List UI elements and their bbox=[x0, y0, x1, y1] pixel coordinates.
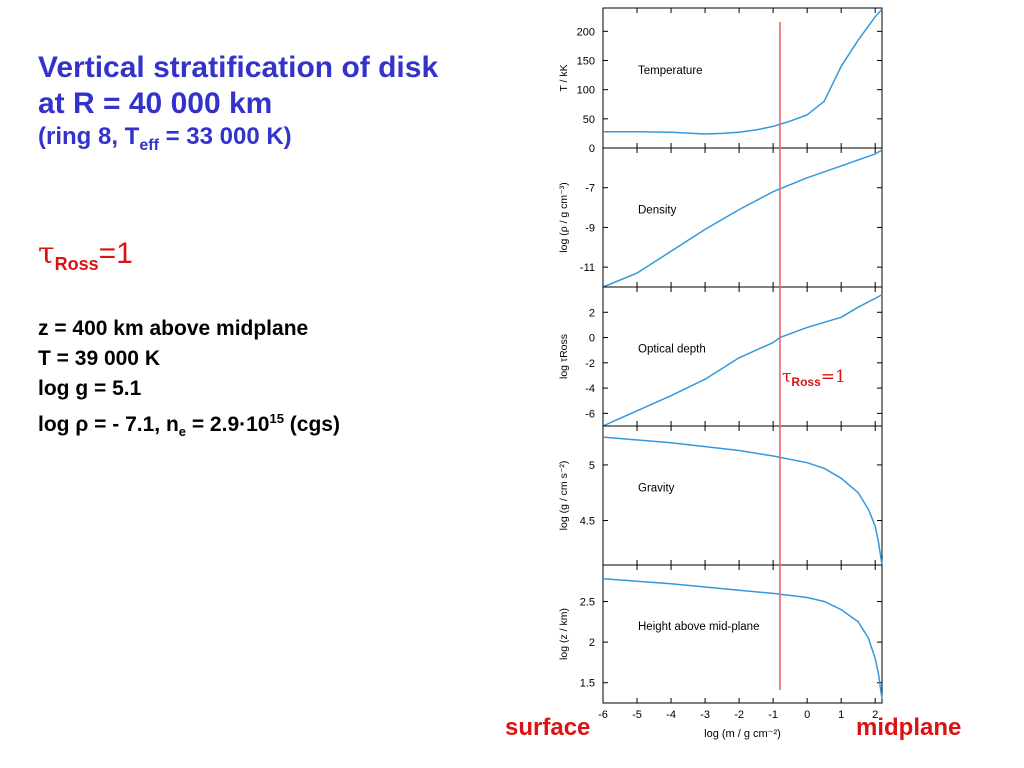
y-tick-label-gravity: 5 bbox=[589, 460, 595, 472]
param-logrho-mid: = 2.9·10 bbox=[186, 413, 270, 436]
slide-title: Vertical stratification of disk at R = 4… bbox=[38, 50, 438, 161]
series-line-gravity bbox=[602, 436, 883, 566]
panel-label-height-above-mid-plane: Height above mid-plane bbox=[638, 621, 759, 633]
y-tick-label-optical-depth: 0 bbox=[589, 333, 595, 345]
panel-label-gravity: Gravity bbox=[638, 483, 675, 495]
x-tick-label: 1 bbox=[838, 709, 844, 721]
panel-label-density: Density bbox=[638, 205, 677, 217]
y-tick-label-height-above-mid-plane: 1.5 bbox=[580, 678, 595, 690]
surface-label: surface bbox=[505, 714, 591, 741]
title-line-3-pre: (ring 8, T bbox=[38, 123, 140, 150]
tau-ross-marker-label: τRoss=1 bbox=[782, 367, 846, 389]
title-line-3-sub: eff bbox=[139, 136, 159, 154]
param-logrho-sup: 15 bbox=[269, 411, 284, 426]
panel-frame-gravity bbox=[602, 425, 883, 566]
tau-ross-heading: τRoss=1 bbox=[38, 236, 133, 275]
param-logrho-pre: log ρ = - 7.1, n bbox=[38, 413, 179, 436]
y-tick-label-temperature: 150 bbox=[577, 56, 595, 68]
y-tick-label-height-above-mid-plane: 2.5 bbox=[580, 597, 595, 609]
tau-value: =1 bbox=[98, 237, 133, 270]
y-axis-label-gravity: log (g / cm s⁻²) bbox=[558, 461, 570, 531]
y-tick-label-gravity: 4.5 bbox=[580, 516, 595, 528]
y-tick-label-optical-depth: -4 bbox=[585, 383, 595, 395]
x-tick-label: -3 bbox=[700, 709, 710, 721]
y-tick-label-density: -9 bbox=[585, 222, 595, 234]
param-logrho-post: (cgs) bbox=[283, 413, 340, 436]
title-line-3: (ring 8, Teff = 33 000 K) bbox=[38, 122, 438, 161]
y-tick-label-density: -7 bbox=[585, 183, 595, 195]
y-tick-label-temperature: 0 bbox=[589, 143, 595, 155]
param-logrho: log ρ = - 7.1, ne = 2.9·1015 (cgs) bbox=[38, 404, 340, 447]
tau-symbol: τ bbox=[38, 236, 55, 271]
x-tick-label: 0 bbox=[804, 709, 810, 721]
y-axis-label-height-above-mid-plane: log (z / km) bbox=[558, 608, 570, 660]
x-tick-label: -5 bbox=[632, 709, 642, 721]
x-tick-label: 2 bbox=[872, 709, 878, 721]
midplane-label: midplane bbox=[856, 714, 962, 741]
x-tick-label: -2 bbox=[734, 709, 744, 721]
y-tick-label-density: -11 bbox=[580, 262, 595, 274]
x-tick-label: -1 bbox=[768, 709, 778, 721]
title-line-1: Vertical stratification of disk bbox=[38, 51, 439, 84]
title-line-2: at R = 40 000 km bbox=[38, 87, 273, 120]
panel-frame-temperature bbox=[602, 7, 883, 149]
parameter-list: z = 400 km above midplane T = 39 000 K l… bbox=[38, 314, 340, 447]
series-line-height-above-mid-plane bbox=[602, 578, 883, 700]
y-axis-label-temperature: T / kK bbox=[558, 64, 570, 91]
y-tick-label-temperature: 200 bbox=[577, 26, 595, 38]
y-tick-label-temperature: 100 bbox=[577, 85, 595, 97]
y-tick-label-temperature: 50 bbox=[583, 114, 595, 126]
panel-label-temperature: Temperature bbox=[638, 65, 703, 77]
y-axis-label-optical-depth: log τRoss bbox=[558, 334, 570, 379]
y-tick-label-height-above-mid-plane: 2 bbox=[589, 637, 595, 649]
x-tick-label: -4 bbox=[666, 709, 676, 721]
param-T: T = 39 000 K bbox=[38, 347, 160, 370]
y-tick-label-optical-depth: 2 bbox=[589, 307, 595, 319]
panel-frame-height-above-mid-plane bbox=[602, 564, 883, 704]
x-axis-label: log (m / g cm⁻²) bbox=[704, 728, 781, 740]
panel-frame-density bbox=[602, 147, 883, 288]
param-logg: log g = 5.1 bbox=[38, 377, 142, 400]
y-tick-label-optical-depth: -6 bbox=[585, 408, 595, 420]
y-axis-label-density: log (ρ / g cm⁻³) bbox=[558, 182, 570, 252]
y-tick-label-optical-depth: -2 bbox=[585, 358, 595, 370]
series-line-temperature bbox=[603, 8, 883, 135]
series-line-optical-depth bbox=[602, 293, 883, 427]
param-z: z = 400 km above midplane bbox=[38, 317, 309, 340]
series-line-density bbox=[602, 149, 883, 288]
param-logrho-sub: e bbox=[178, 424, 186, 440]
title-line-3-post: = 33 000 K) bbox=[158, 123, 292, 150]
x-tick-label: -6 bbox=[598, 709, 608, 721]
panel-label-optical-depth: Optical depth bbox=[638, 344, 706, 356]
tau-subscript: Ross bbox=[54, 254, 99, 274]
